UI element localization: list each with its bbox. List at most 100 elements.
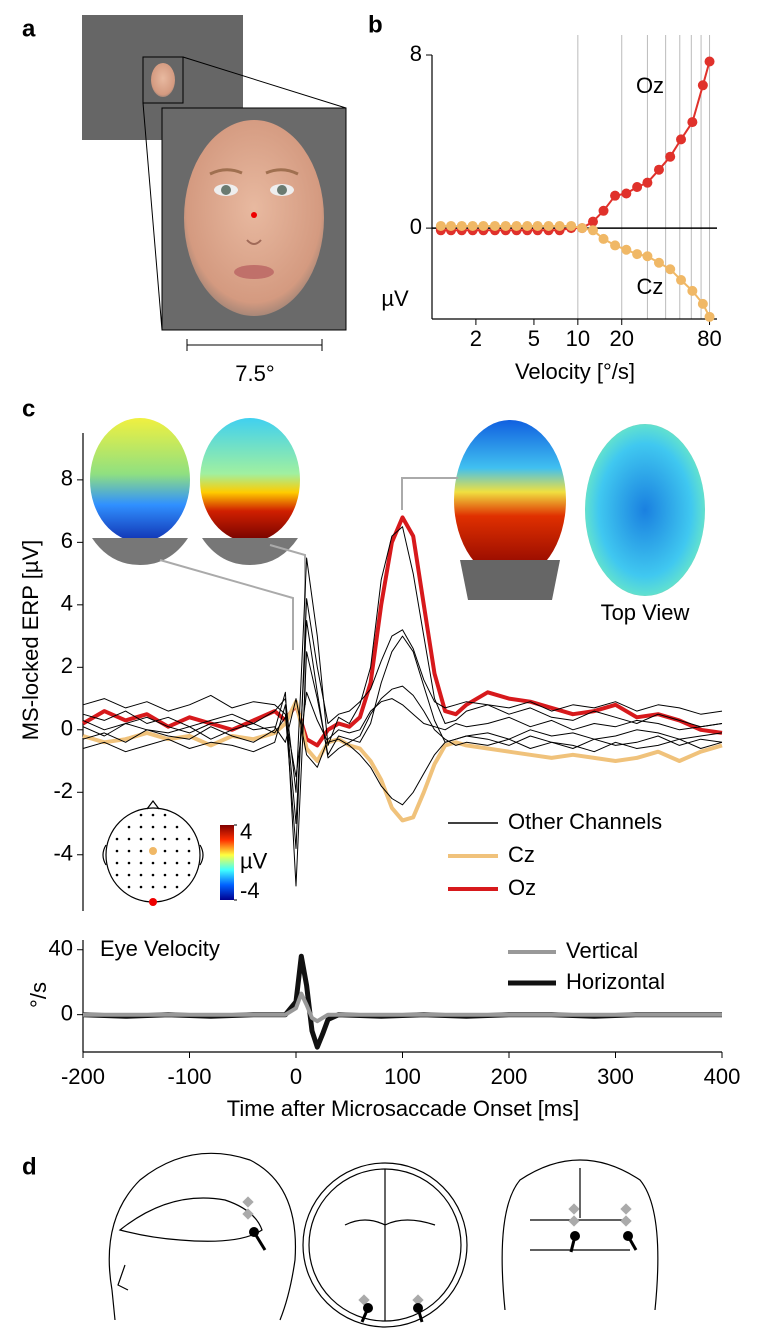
legend-label: Oz <box>508 875 536 900</box>
electrode <box>175 837 179 841</box>
stimulus: 7.5° <box>82 15 347 386</box>
electrode <box>163 813 167 817</box>
electrodes <box>115 813 191 889</box>
connector <box>269 544 306 705</box>
y-tick-label: 4 <box>61 591 73 616</box>
legend-label: Cz <box>508 842 535 867</box>
colorbar-tick-label: 4 <box>240 819 252 844</box>
x-tick-label: 100 <box>384 1064 421 1089</box>
data-point <box>522 220 533 231</box>
data-point <box>478 220 489 231</box>
series-line <box>82 526 723 793</box>
y-axis-label: µV <box>381 286 409 311</box>
topo-map <box>90 418 190 542</box>
series-line <box>82 598 723 849</box>
data-point <box>587 216 598 227</box>
data-point <box>704 311 715 322</box>
brows <box>209 168 299 176</box>
colorbar-label: µV <box>240 848 268 873</box>
lips <box>234 265 274 279</box>
topo-map <box>454 420 566 580</box>
electrode <box>139 813 143 817</box>
electrode <box>139 849 143 853</box>
data-point <box>632 182 643 192</box>
zoom-line <box>142 102 163 331</box>
dipoles <box>252 1231 638 1323</box>
data-point <box>653 257 664 268</box>
panel-label: d <box>22 1153 37 1180</box>
electrode <box>151 861 155 865</box>
x-tick-label: 5 <box>528 326 540 351</box>
series-line <box>440 61 711 232</box>
series-line <box>82 691 723 806</box>
electrode <box>175 849 179 853</box>
x-tick-label: 20 <box>609 326 633 351</box>
electrode <box>151 837 155 841</box>
topo-map <box>585 424 705 596</box>
data-point <box>676 134 687 145</box>
x-tick-label: -200 <box>61 1064 105 1089</box>
data-point <box>587 225 598 236</box>
zoom-line <box>182 56 347 109</box>
electrode <box>115 861 119 865</box>
data-point <box>653 164 664 175</box>
x-tick-label: 300 <box>597 1064 634 1089</box>
electrode <box>187 849 191 853</box>
x-tick-label: 10 <box>566 326 590 351</box>
data-point <box>467 220 478 231</box>
electrode <box>187 837 191 841</box>
series-line <box>82 620 723 824</box>
connector <box>401 477 458 510</box>
data-point <box>642 251 653 262</box>
small-face <box>151 63 175 97</box>
data-point <box>554 220 565 231</box>
x-axis-label: Time after Microsaccade Onset [ms] <box>227 1096 580 1121</box>
electrode <box>115 849 119 853</box>
y-tick-label: 2 <box>61 653 73 678</box>
electrode <box>139 885 143 889</box>
series-line <box>82 698 723 768</box>
electrode <box>187 861 191 865</box>
legend-label: Vertical <box>566 938 638 963</box>
iris <box>277 185 287 195</box>
side-head <box>108 1152 297 1321</box>
series-line <box>83 991 722 1024</box>
y-axis-label: °/s <box>26 982 51 1008</box>
data-point <box>598 233 609 244</box>
electrode <box>127 861 131 865</box>
data-point <box>489 220 500 231</box>
nose <box>146 800 160 810</box>
head-base <box>460 560 560 600</box>
data-point <box>446 220 457 231</box>
y-axis-label: MS-locked ERP [µV] <box>18 540 43 741</box>
electrode <box>139 861 143 865</box>
electrode <box>175 825 179 829</box>
y-tick-label: 0 <box>61 716 73 741</box>
electrode <box>163 873 167 877</box>
data-point <box>704 56 715 67</box>
electrode <box>175 873 179 877</box>
electrode <box>127 873 131 877</box>
electrode <box>139 837 143 841</box>
series-line <box>81 515 723 748</box>
x-axis-label: Velocity [°/s] <box>515 359 635 384</box>
connector <box>159 559 294 650</box>
brain-lobe <box>118 1197 263 1242</box>
data-point <box>676 275 687 286</box>
x-tick-label: 400 <box>704 1064 741 1089</box>
x-tick-label: 80 <box>697 326 721 351</box>
data-point <box>687 117 698 128</box>
cz-electrode <box>149 847 157 855</box>
electrode <box>151 813 155 817</box>
head-base <box>202 538 298 565</box>
series-line <box>82 635 723 887</box>
brain-lines <box>530 1168 630 1251</box>
electrode-map <box>102 800 234 906</box>
series-label: Cz <box>637 274 664 299</box>
electrode <box>115 837 119 841</box>
data-point <box>610 240 621 251</box>
x-tick-label: 2 <box>470 326 482 351</box>
zoom-box <box>142 56 184 104</box>
top-head <box>302 1162 468 1328</box>
